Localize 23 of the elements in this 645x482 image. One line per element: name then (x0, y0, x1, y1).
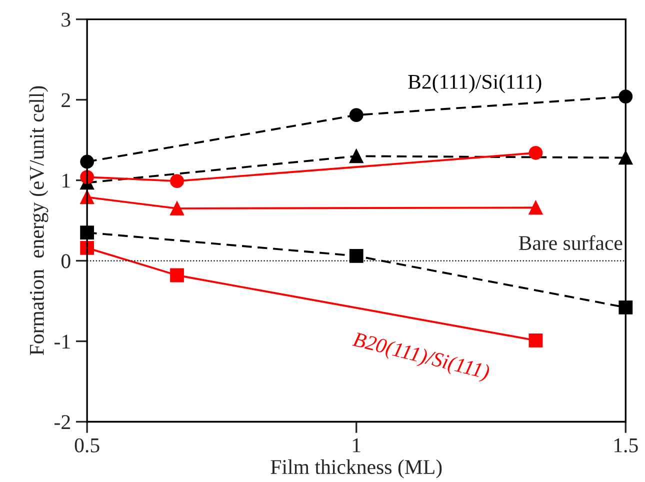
ref-line-label: Bare surface (518, 235, 622, 250)
x-tick-label: 1 (352, 438, 360, 452)
x-tick-label: 0.5 (74, 438, 100, 452)
point (528, 200, 543, 215)
point (170, 201, 184, 216)
point (170, 174, 184, 188)
point (349, 149, 364, 164)
y-tick-label: 0 (61, 254, 70, 268)
point (528, 334, 543, 348)
y-tick-label: 3 (62, 12, 70, 27)
point (618, 300, 633, 314)
point (349, 248, 364, 263)
point (349, 108, 364, 122)
y-tick-label: 1 (62, 174, 70, 188)
x-axis-title: Film thickness (ML) (270, 459, 442, 478)
y-axis-title: Formation energy (eV/unit cell) (29, 86, 48, 356)
point (528, 146, 543, 160)
point (170, 268, 184, 282)
y-tick-label: -2 (54, 415, 70, 429)
x-tick-label: 1.5 (614, 438, 638, 452)
y-tick-label: -1 (54, 334, 70, 348)
annotation: B2(111)/Si(111) (408, 74, 542, 94)
y-tick-label: 2 (62, 93, 70, 107)
